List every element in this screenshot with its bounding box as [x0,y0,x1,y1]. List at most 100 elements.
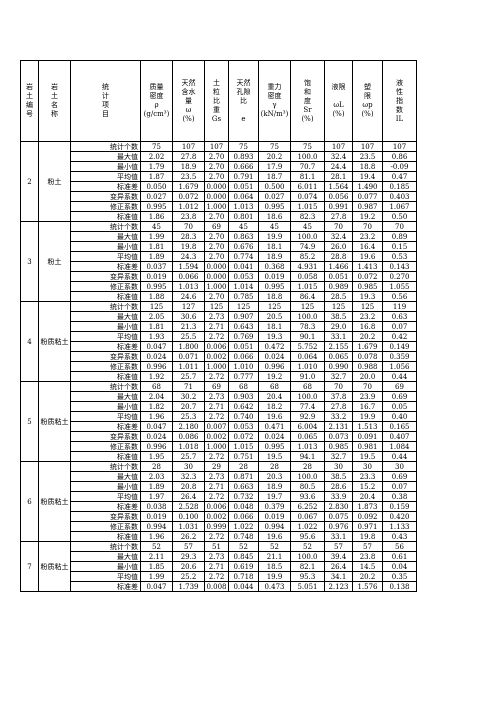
value-cell: 107 [172,141,205,152]
table-row: 最小值 1.81 21.3 2.71 0.643 18.1 78.3 29.0 16.8 0.07 [21,321,417,332]
value-cell: 0.769 [228,331,259,342]
header-text: 密度 [267,92,282,100]
header-text: 重力 [267,83,282,91]
value-cell: 24.6 [172,291,205,302]
table-row: 最小值 1.89 20.8 2.71 0.663 18.9 80.5 28.6 15.2 0.07 [21,481,417,492]
table-row: 标准差 0.047 2.180 0.007 0.053 0.471 6.004 2.131 1.… [21,421,417,432]
header-plastic-limit: 塑限 ωp (%) [352,60,383,142]
value-cell: 23.3 [352,471,383,482]
stat-label: 平均值 [70,491,141,502]
value-cell: 125 [290,301,325,312]
value-cell: 2.05 [140,311,173,322]
value-cell: 2.71 [204,481,229,492]
value-cell: 23.8 [352,551,383,562]
value-cell: 0.038 [140,501,173,512]
value-cell: 0.024 [258,351,291,362]
header-text: 编 [26,101,33,109]
value-cell: 2.72 [204,491,229,502]
header-text: 重 [213,105,220,114]
header-text: Sr [303,105,312,114]
value-cell: 0.000 [204,261,229,272]
value-cell: 94.1 [290,451,325,462]
value-cell: 68 [290,381,325,392]
section-id: 6 [20,461,39,542]
value-cell: 0.472 [258,341,291,352]
value-cell: 93.6 [290,491,325,502]
value-cell: 0.065 [290,431,325,442]
stat-label: 平均值 [70,331,141,342]
value-cell: 52 [228,541,259,552]
stat-label: 最大值 [70,551,141,562]
stat-label: 标准差 [70,421,141,432]
value-cell: 0.006 [204,501,229,512]
section-id: 2 [20,141,39,222]
value-cell: 2.71 [204,401,229,412]
header-text [230,106,258,115]
value-cell: 34.1 [324,571,353,582]
value-cell: 95.3 [290,571,325,582]
value-cell: 1.413 [352,261,383,272]
value-cell: 0.270 [382,271,417,282]
value-cell: 0.403 [382,191,417,202]
value-cell: 15.2 [352,481,383,492]
value-cell: 0.149 [382,341,417,352]
value-cell: 27.8 [172,151,205,162]
table-row: 修正系数 0.995 1.013 1.000 1.014 0.995 1.015 0.989 0… [21,281,417,292]
value-cell: 0.002 [204,351,229,362]
value-cell: 0.359 [382,351,417,362]
stat-label: 修正系数 [70,521,141,532]
value-cell: 0.995 [258,201,291,212]
value-cell: 19.3 [352,291,383,302]
header-text: 指 [396,96,403,105]
value-cell: 18.5 [258,561,291,572]
value-cell: 27.8 [324,211,353,222]
stat-label: 平均值 [70,411,141,422]
value-cell: 0.047 [140,581,173,592]
stat-label: 最大值 [70,391,141,402]
value-cell: 28.6 [324,481,353,492]
header-specific-gravity: 土粒比重 Gs [204,60,229,142]
value-cell: 100.0 [290,391,325,402]
header-text: 度 [304,96,311,105]
value-cell: 0.058 [290,271,325,282]
value-cell: 51 [204,541,229,552]
value-cell: 125 [324,301,353,312]
value-cell: 100.0 [290,151,325,162]
table-row: 变异系数 0.024 0.086 0.002 0.072 0.024 0.065 0.073 0… [21,431,417,442]
soil-name: 粉质粘土 [38,301,71,382]
value-cell: 1.81 [140,241,173,252]
value-cell: 32.7 [324,451,353,462]
value-cell: 25.7 [172,371,205,382]
header-soil-name: 岩土名称 [38,60,71,142]
value-cell: 0.995 [258,281,291,292]
stat-label: 最大值 [70,311,141,322]
header-text: ω [185,105,192,114]
value-cell: 119 [382,301,417,312]
table-row: 最小值 1.82 20.7 2.71 0.642 18.2 77.4 27.8 16.7 0.05 [21,401,417,412]
header-text: 称 [51,110,58,118]
value-cell: 28 [258,461,291,472]
value-cell: 68 [258,381,291,392]
value-cell: 24.3 [172,251,205,262]
header-text: 统 [102,83,109,91]
value-cell: 1.022 [228,521,259,532]
table-row: 修正系数 0.996 1.011 1.000 1.010 0.996 1.010 0.990 0… [21,361,417,372]
value-cell: 23.5 [172,171,205,182]
value-cell: 30.6 [172,311,205,322]
table-row: 修正系数 0.995 1.012 1.000 1.013 0.995 1.015 0.991 0… [21,201,417,212]
value-cell: 37.8 [324,391,353,402]
value-cell: 70 [382,221,417,232]
value-cell: 0.407 [382,431,417,442]
value-cell: 2.73 [204,471,229,482]
value-cell: 0.38 [382,491,417,502]
value-cell: 0.990 [324,361,353,372]
stat-label: 标准值 [70,211,141,222]
value-cell: 19.5 [352,451,383,462]
value-cell: 25.2 [172,571,205,582]
table-row: 最大值 2.05 30.6 2.73 0.907 20.5 100.0 38.5 23.2 0.6… [21,311,417,322]
value-cell: 0.066 [228,511,259,522]
value-cell: 2.70 [204,291,229,302]
value-cell: 0.996 [140,441,173,452]
stat-label: 标准差 [70,581,141,592]
stat-label: 最小值 [70,401,141,412]
